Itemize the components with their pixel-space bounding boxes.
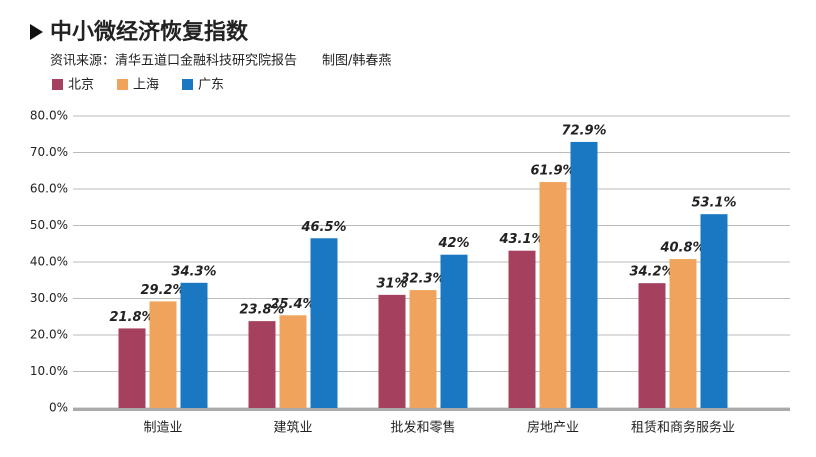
x-tick-label: 建筑业 (273, 420, 312, 436)
y-tick-label: 60.0% (30, 182, 68, 196)
y-tick-label: 80.0% (30, 109, 68, 123)
value-label: 46.5% (300, 220, 346, 235)
y-tick-label: 20.0% (30, 328, 68, 342)
legend-label: 上海 (133, 78, 159, 93)
bar (409, 290, 437, 408)
bar (149, 301, 177, 408)
bar (570, 141, 598, 409)
source: 资讯来源：清华五道口金融科技研究院报告 (50, 53, 297, 69)
value-label: 40.8% (659, 241, 705, 256)
legend-label: 北京 (68, 78, 94, 93)
value-label: 42% (437, 236, 469, 251)
x-tick-label: 房地产业 (527, 420, 579, 436)
y-tick-label: 50.0% (30, 218, 68, 232)
x-tick-label: 租赁和商务服务业 (631, 420, 735, 436)
bar (310, 238, 338, 408)
value-label: 23.8% (239, 303, 284, 318)
value-label: 72.9% (561, 123, 606, 138)
bar (508, 250, 536, 408)
y-tick-label: 10.0% (30, 364, 68, 378)
legend-swatch (52, 79, 63, 90)
value-label: 31% (376, 276, 407, 291)
legend-swatch (182, 79, 193, 90)
title-marker (30, 24, 43, 40)
value-label: 34.2% (629, 265, 674, 280)
bar (180, 282, 208, 408)
bar (638, 283, 666, 408)
bar (440, 254, 468, 408)
baseline (73, 408, 790, 411)
y-tick-label: 70.0% (30, 145, 68, 159)
x-tick-label: 制造业 (143, 421, 182, 436)
value-label: 61.9% (530, 164, 575, 179)
value-label: 29.2% (140, 283, 185, 298)
value-label: 34.3% (171, 264, 216, 279)
bar (669, 259, 697, 408)
bar (118, 328, 146, 408)
y-tick-label: 0% (49, 401, 68, 415)
bar (378, 294, 406, 408)
bar (279, 315, 307, 408)
value-label: 53.1% (691, 196, 736, 211)
chart-title: 中小微经济恢复指数 (50, 19, 249, 45)
value-label: 21.8% (109, 310, 154, 325)
value-label: 32.3% (400, 272, 445, 287)
legend-swatch (117, 79, 128, 90)
bar (700, 214, 728, 408)
y-tick-label: 40.0% (30, 255, 68, 269)
value-label: 43.1% (498, 232, 544, 247)
value-label: 25.4% (270, 297, 315, 312)
credit: 制图/韩春燕 (322, 54, 391, 69)
legend-label: 广东 (198, 78, 224, 93)
bar (248, 321, 276, 408)
bar (539, 182, 567, 408)
y-tick-label: 30.0% (30, 291, 68, 305)
x-tick-label: 批发和零售 (390, 420, 455, 436)
